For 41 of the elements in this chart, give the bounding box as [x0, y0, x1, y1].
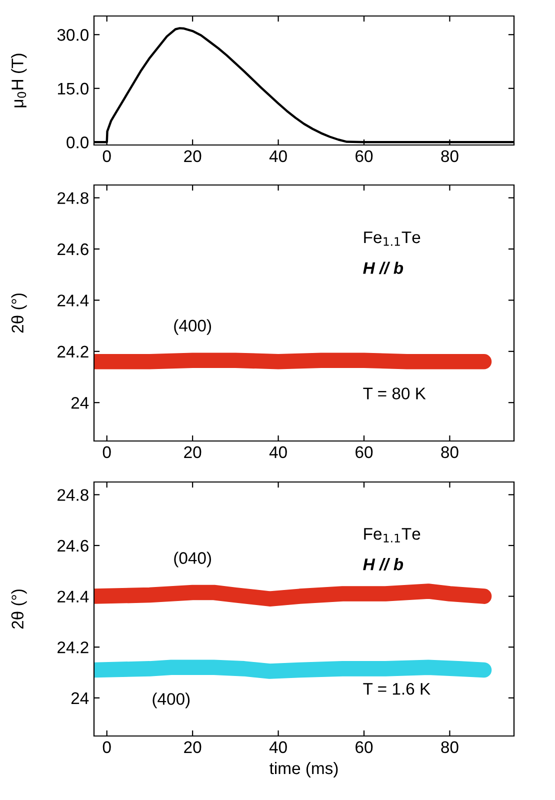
- x-axis-title: time (ms): [270, 762, 338, 778]
- y-tick-label: 24.4: [58, 294, 89, 306]
- x-tick-label: 80: [441, 741, 458, 754]
- y-tick-label: 24.6: [58, 243, 88, 256]
- y-tick-label: 24.6: [58, 540, 88, 552]
- y-axis-title: 2θ (°): [11, 590, 27, 629]
- y-tick-label: 24: [71, 397, 89, 409]
- y-tick-label: 24: [71, 692, 89, 704]
- x-tick-label: 60: [356, 446, 373, 458]
- x-tick-label: 80: [441, 150, 458, 162]
- y-axis-title: μ$_{0}$H (T): [11, 54, 27, 108]
- x-tick-label: 0: [102, 150, 111, 162]
- annotation: Fe$_{1.1}$Te: [364, 528, 420, 542]
- y-tick-label: 30.0: [57, 29, 88, 41]
- x-tick-label: 60: [356, 150, 373, 162]
- y-tick-label: 24.8: [58, 192, 88, 204]
- x-tick-label: 40: [269, 446, 287, 458]
- series-label: (040): [174, 552, 211, 568]
- y-tick-label: 24.8: [58, 489, 88, 501]
- x-tick-label: 20: [184, 741, 202, 754]
- annotation: T = 1.6 K: [363, 682, 430, 695]
- annotation: H // b: [363, 262, 404, 274]
- annotation: T = 80 K: [363, 388, 426, 400]
- x-tick-label: 40: [269, 741, 287, 754]
- annotation: Fe$_{1.1}$Te: [364, 232, 420, 246]
- y-tick-label: 15.0: [58, 82, 88, 95]
- annotation: H // b: [363, 558, 404, 570]
- y-tick-label: 0.0: [66, 136, 88, 148]
- x-tick-label: 80: [441, 446, 458, 458]
- x-tick-label: 60: [356, 741, 373, 754]
- series-label: (400): [174, 319, 211, 335]
- series-label: (400): [152, 692, 190, 708]
- x-tick-label: 0: [102, 741, 111, 754]
- y-tick-label: 24.4: [58, 590, 89, 602]
- y-tick-label: 24.2: [58, 346, 88, 358]
- y-axis-title: 2θ (°): [11, 294, 27, 333]
- x-tick-label: 0: [102, 446, 111, 458]
- x-tick-label: 20: [184, 150, 202, 162]
- y-tick-label: 24.2: [58, 642, 88, 654]
- x-tick-label: 40: [269, 150, 287, 162]
- x-tick-label: 20: [184, 446, 202, 458]
